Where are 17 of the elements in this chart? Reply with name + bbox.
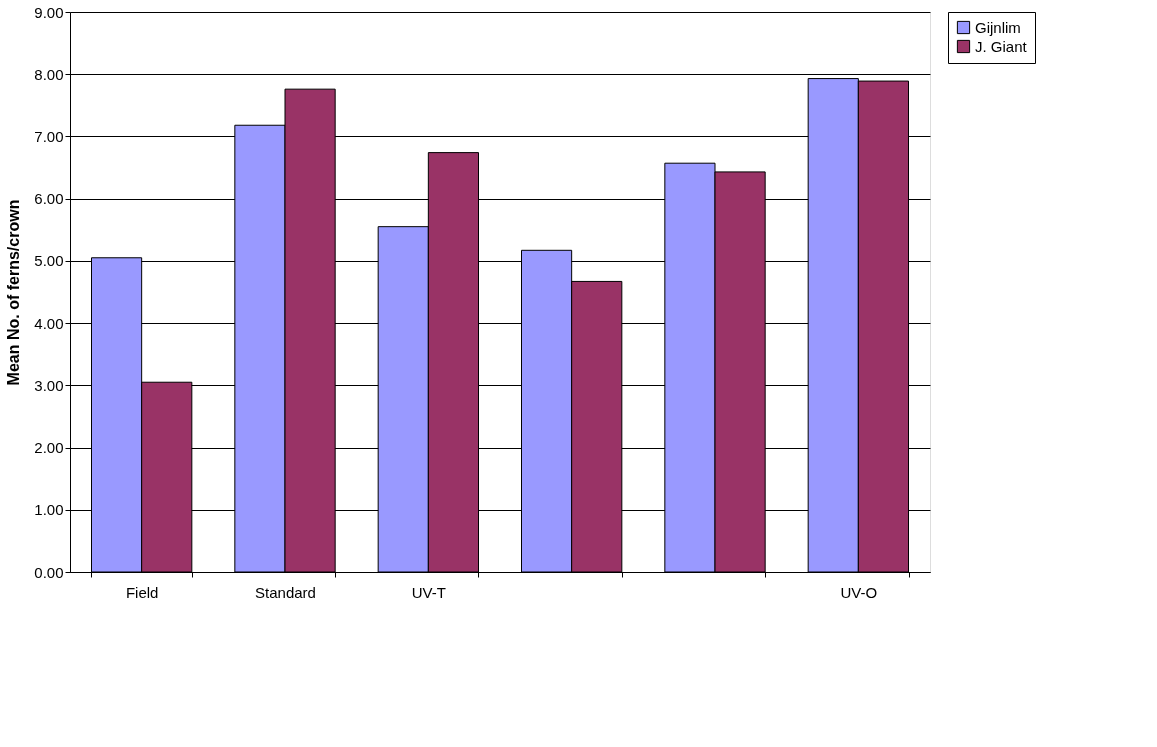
y-tick-label: 2.00 xyxy=(34,439,64,457)
y-tick-label: 0.00 xyxy=(34,563,64,581)
x-tick-label: UV-O xyxy=(840,583,878,601)
x-tick-label: Field xyxy=(125,583,159,601)
y-tick-label: 5.00 xyxy=(34,252,64,270)
x-tick-label: Standard xyxy=(255,583,316,601)
y-axis-title: Mean No. of ferns/crown xyxy=(5,199,23,386)
y-tick-label: 3.00 xyxy=(34,376,64,394)
y-tick-label: 7.00 xyxy=(34,127,64,145)
x-tick-label: UV-T xyxy=(411,583,446,601)
y-tick-label: 6.00 xyxy=(34,190,64,208)
y-tick-label: 1.00 xyxy=(34,501,64,519)
legend-label: J. Giant xyxy=(975,37,1028,55)
y-tick-label: 4.00 xyxy=(34,314,64,332)
legend-label: Gijnlim xyxy=(975,18,1021,36)
y-tick-label: 8.00 xyxy=(34,65,64,83)
y-tick-label: 9.00 xyxy=(34,3,64,21)
